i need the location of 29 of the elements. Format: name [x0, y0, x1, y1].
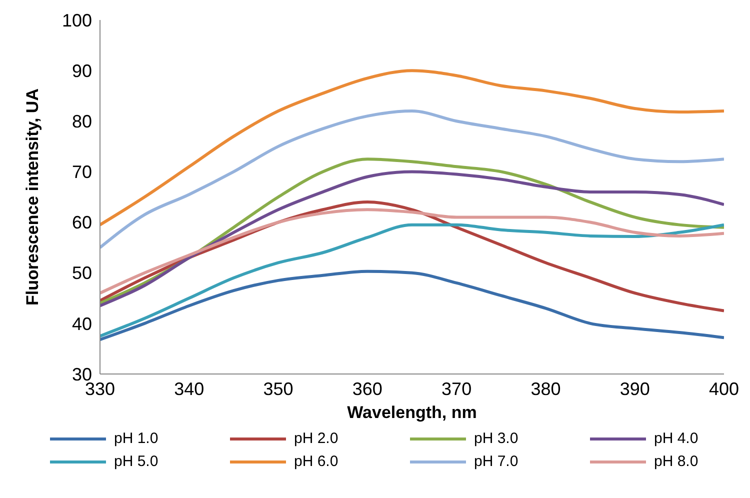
line-series — [100, 208, 724, 295]
line-series — [100, 69, 724, 226]
x-tick-label: 370 — [442, 378, 472, 399]
line-series — [100, 110, 724, 250]
y-tick-label: 100 — [62, 10, 92, 30]
x-tick-label: 390 — [620, 378, 650, 399]
y-axis-title: Fluorescence intensity, UA — [23, 88, 42, 306]
x-tick-label: 360 — [352, 378, 382, 399]
legend-label: pH 5.0 — [114, 453, 158, 470]
legend-label: pH 4.0 — [654, 430, 698, 447]
legend-label: pH 8.0 — [654, 453, 698, 470]
y-tick-label: 50 — [72, 263, 92, 284]
line-series — [100, 223, 724, 338]
x-tick-label: 380 — [530, 378, 561, 399]
x-tick-label: 340 — [174, 378, 204, 399]
y-tick-label: 40 — [72, 314, 92, 334]
legend-label: pH 3.0 — [474, 430, 518, 447]
y-tick-label: 90 — [72, 60, 92, 81]
legend-label: pH 2.0 — [294, 430, 338, 447]
x-tick-label: 350 — [263, 378, 294, 399]
y-tick-label: 80 — [72, 112, 92, 132]
x-axis-title: Wavelength, nm — [347, 403, 477, 422]
legend-label: pH 1.0 — [114, 430, 158, 447]
y-tick-label: 70 — [72, 162, 92, 182]
legend-label: pH 6.0 — [294, 453, 338, 470]
y-tick-label: 60 — [72, 212, 92, 233]
legend-label: pH 7.0 — [474, 453, 518, 470]
x-tick-label: 400 — [708, 378, 740, 399]
line-series — [100, 270, 724, 342]
